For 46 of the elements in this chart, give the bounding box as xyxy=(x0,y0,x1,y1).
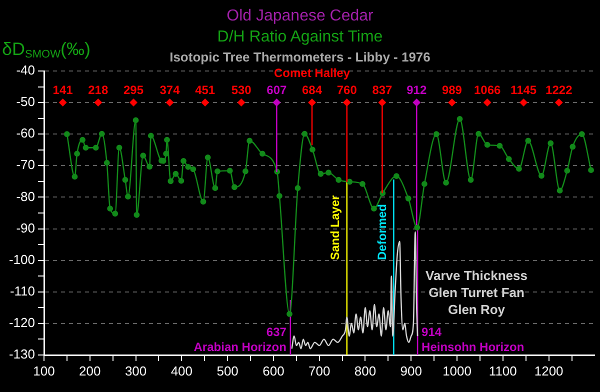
y-tick-label: -50 xyxy=(16,94,35,110)
annotation: 1066 xyxy=(474,82,501,97)
x-tick-label: 500 xyxy=(216,363,238,378)
text: Isotopic Tree Thermometers - Libby - 1976 xyxy=(170,50,430,65)
ref-line-label: 637 Arabian Horizon xyxy=(194,325,287,354)
annotation: 760 xyxy=(336,82,358,97)
annotation: 1145 xyxy=(510,82,537,97)
y-tick-label: -100 xyxy=(8,252,35,267)
y-tick-label: -80 xyxy=(16,188,35,204)
annotation: 141 xyxy=(52,82,74,97)
x-tick-label: 300 xyxy=(124,363,147,378)
series-label: Comet Halley xyxy=(274,66,350,80)
annotation: 374 xyxy=(160,82,180,97)
x-tick-label: 600 xyxy=(262,363,284,378)
x-tick-label: 100 xyxy=(33,363,55,378)
ref-line-label: Sand Layer xyxy=(328,194,342,260)
annotation: 912 xyxy=(406,82,427,97)
x-tick-label: 800 xyxy=(354,363,376,378)
y-tick-label: -70 xyxy=(16,157,35,172)
annotation: 218 xyxy=(88,82,108,97)
series-label: Varve Thickness Glen Turret Fan Glen Roy xyxy=(426,268,528,318)
y-tick-label: -110 xyxy=(10,283,35,298)
x-tick-label: 1000 xyxy=(442,363,472,378)
annotation: 607 xyxy=(266,82,288,97)
x-tick-label: 200 xyxy=(79,363,101,378)
ref-line-label: Deformed xyxy=(375,204,390,260)
y-tick-label: -120 xyxy=(8,315,35,330)
y-tick-label: -130 xyxy=(8,346,35,362)
ref-line-label: 914 Heinsohn Horizon xyxy=(422,325,524,354)
x-tick-label: 1200 xyxy=(534,363,564,378)
y-tick-label: -90 xyxy=(16,220,35,236)
annotation: 295 xyxy=(123,82,144,97)
annotation: 530 xyxy=(231,82,252,97)
x-tick-label: 700 xyxy=(308,363,330,378)
annotation: 684 xyxy=(302,82,322,97)
chart-title: Old Japanese Cedar xyxy=(226,7,374,24)
annotation: 451 xyxy=(195,82,216,97)
x-tick-label: 1100 xyxy=(488,363,517,378)
chart-subtitle: D/H Ratio Against Time xyxy=(217,28,383,46)
annotation: 1222 xyxy=(546,82,573,97)
x-tick-label: 400 xyxy=(170,363,193,378)
y-tick-label: -60 xyxy=(16,126,35,141)
y-tick-label: -40 xyxy=(16,62,35,78)
annotation: 837 xyxy=(372,82,393,97)
annotation: 989 xyxy=(442,82,462,97)
x-tick-label: 900 xyxy=(400,363,422,378)
